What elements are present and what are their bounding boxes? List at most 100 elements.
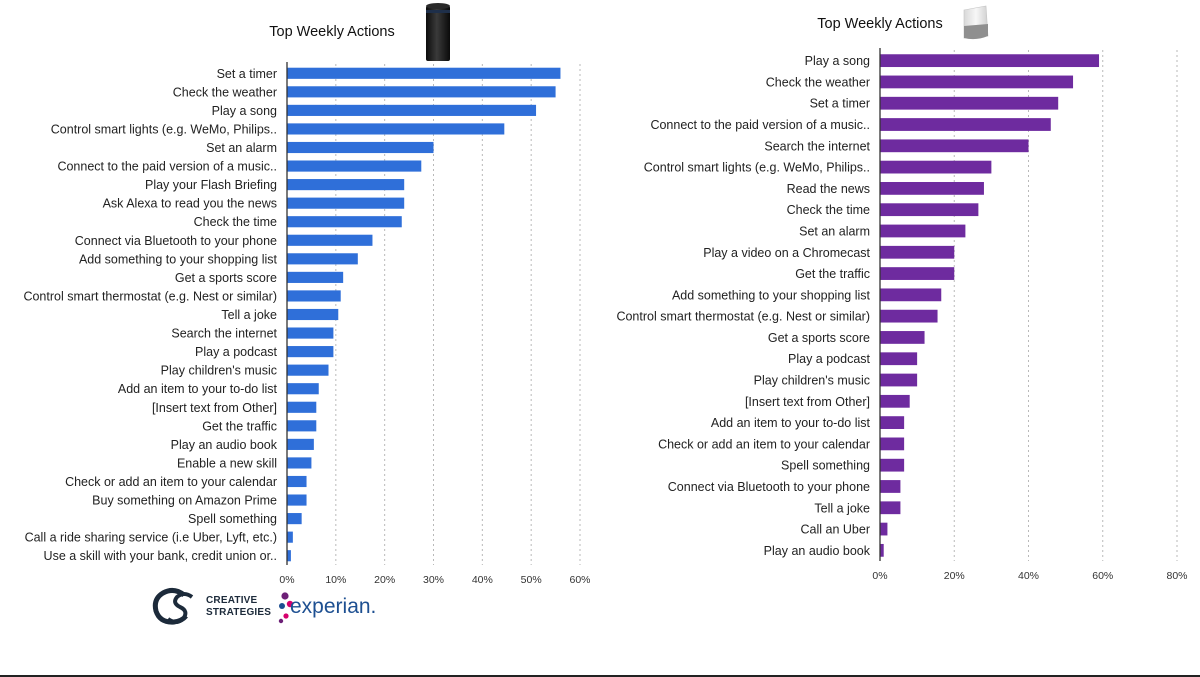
category-label: Play a song — [212, 104, 277, 118]
google-home-speaker-icon — [963, 5, 989, 40]
category-label: Play children's music — [161, 364, 277, 378]
category-label: Play your Flash Briefing — [145, 178, 277, 192]
category-label: Play an audio book — [764, 544, 871, 558]
category-label: Buy something on Amazon Prime — [92, 494, 277, 508]
bar — [287, 420, 317, 432]
bar — [880, 331, 925, 344]
category-label: Connect via Bluetooth to your phone — [75, 234, 277, 248]
category-label: Check the time — [194, 215, 277, 229]
x-tick-label: 10% — [325, 574, 346, 586]
category-label: Search the internet — [764, 139, 870, 153]
category-label: Set a timer — [217, 67, 277, 81]
bar — [880, 118, 1051, 131]
category-label: Call an Uber — [801, 523, 870, 537]
bar — [287, 364, 329, 376]
bar — [287, 438, 314, 450]
bar — [880, 182, 984, 195]
bar — [880, 160, 992, 174]
x-tick-label: 20% — [374, 574, 395, 586]
category-label: Check or add an item to your calendar — [658, 437, 870, 451]
bar — [287, 383, 319, 395]
category-label: Spell something — [188, 512, 277, 526]
category-label: Play a podcast — [788, 352, 871, 366]
bar — [287, 550, 291, 562]
category-label: Add something to your shopping list — [672, 288, 871, 302]
bar — [287, 327, 334, 339]
bar — [880, 416, 905, 429]
category-label: Check the weather — [766, 75, 870, 89]
category-label: Play a video on a Chromecast — [703, 246, 870, 260]
bar — [880, 437, 905, 451]
x-tick-label: 0% — [872, 570, 887, 582]
bar — [287, 513, 302, 525]
bar — [287, 401, 317, 413]
bar — [880, 352, 918, 366]
category-label: Connect via Bluetooth to your phone — [668, 480, 870, 494]
alexa-bar-chart: Top Weekly Actions 0% 10% 20% 30% 40% 50% 60% S… — [23, 3, 590, 586]
google-home-bar-chart: Top Weekly Actions 0% 20% 40% 60% 80% Play a … — [616, 5, 1188, 582]
bar — [287, 234, 373, 246]
category-label: Play a song — [805, 54, 870, 68]
category-label: Tell a joke — [814, 501, 870, 515]
category-label: Add something to your shopping list — [79, 252, 278, 266]
bar — [880, 245, 955, 259]
bar — [287, 308, 339, 321]
bar — [880, 501, 901, 515]
experian-wordmark: experian. — [290, 595, 377, 618]
x-tick-label: 50% — [521, 574, 542, 586]
bar — [880, 288, 942, 302]
bar — [880, 394, 910, 408]
bar — [880, 96, 1059, 110]
category-label: Get a sports score — [768, 331, 870, 345]
bar — [880, 267, 955, 280]
category-label: Ask Alexa to read you the news — [103, 197, 277, 211]
bar — [880, 54, 1100, 68]
category-label: [Insert text from Other] — [745, 395, 870, 409]
bar — [880, 458, 905, 472]
bar — [287, 141, 434, 154]
bottom-divider — [0, 675, 1200, 677]
x-tick-label: 80% — [1166, 570, 1187, 582]
category-label: Get a sports score — [175, 271, 277, 285]
category-label: Enable a new skill — [177, 456, 277, 470]
category-label: Connect to the paid version of a music.. — [57, 160, 277, 174]
category-label: Play children's music — [754, 374, 870, 388]
bar — [880, 543, 884, 557]
bar — [880, 480, 901, 493]
category-label: Check or add an item to your calendar — [65, 475, 277, 489]
x-tick-label: 0% — [279, 574, 294, 586]
x-tick-label: 30% — [423, 574, 444, 586]
plot-area: 0% 10% 20% 30% 40% 50% 60% Set a timer Check the… — [23, 62, 590, 586]
creative-strategies-wordmark: CREATIVE STRATEGIES — [206, 595, 271, 619]
plot-area: 0% 20% 40% 60% 80% Play a song Check the weath… — [616, 48, 1188, 582]
category-label: Add an item to your to-do list — [711, 416, 871, 430]
category-label: Control smart thermostat (e.g. Nest or s… — [23, 289, 277, 303]
bar — [287, 346, 334, 358]
bar — [287, 475, 307, 488]
bar — [287, 197, 405, 209]
echo-speaker-icon — [426, 3, 450, 61]
chart-title: Top Weekly Actions — [817, 16, 942, 32]
creative-strategies-logo-icon — [152, 587, 194, 625]
category-label: Get the traffic — [795, 267, 870, 281]
category-label: Add an item to your to-do list — [118, 382, 278, 396]
category-label: Check the time — [787, 203, 870, 217]
category-label: Read the news — [787, 182, 870, 196]
bar — [287, 67, 561, 79]
bar — [287, 123, 505, 135]
category-label: Call a ride sharing service (i.e Uber, L… — [25, 531, 277, 545]
x-tick-label: 60% — [569, 574, 590, 586]
bar — [287, 457, 312, 469]
bar — [287, 86, 556, 98]
sponsor-logos: CREATIVE STRATEGIES experian. — [150, 587, 390, 629]
category-label: Play an audio book — [171, 438, 278, 452]
bar — [880, 139, 1029, 153]
x-tick-label: 40% — [1018, 570, 1039, 582]
category-label: Play a podcast — [195, 345, 278, 359]
category-label: Get the traffic — [202, 419, 277, 433]
bar — [880, 224, 966, 238]
category-label: Set an alarm — [799, 224, 870, 238]
category-label: Search the internet — [171, 327, 277, 341]
bar — [287, 179, 405, 191]
bar — [287, 160, 422, 172]
